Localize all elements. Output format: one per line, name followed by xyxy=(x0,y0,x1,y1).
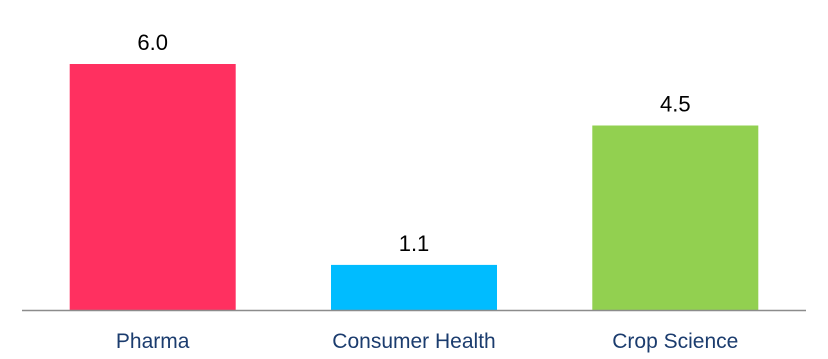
bar-crop-science xyxy=(592,125,759,310)
bars-group xyxy=(69,64,759,310)
category-label-crop-science: Crop Science xyxy=(612,330,738,353)
value-label-crop-science: 4.5 xyxy=(660,92,691,117)
value-label-consumer-health: 1.1 xyxy=(399,231,430,256)
bar-consumer-health xyxy=(331,264,497,310)
category-labels-group: Pharma Consumer Health Crop Science xyxy=(116,330,738,353)
bar-pharma xyxy=(69,64,236,310)
category-label-consumer-health: Consumer Health xyxy=(332,330,495,353)
value-label-pharma: 6.0 xyxy=(137,30,168,55)
category-label-pharma: Pharma xyxy=(116,330,190,353)
value-labels-group: 6.0 1.1 4.5 xyxy=(137,30,690,256)
